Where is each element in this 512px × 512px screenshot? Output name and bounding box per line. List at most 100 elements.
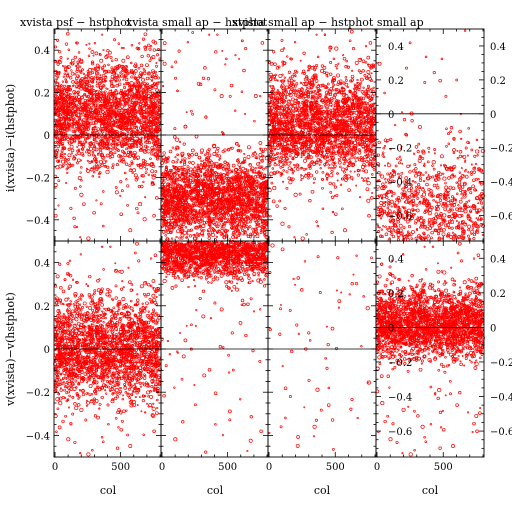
data-point — [199, 178, 203, 182]
data-point — [76, 91, 80, 94]
data-point — [59, 154, 62, 157]
data-point — [230, 210, 235, 215]
data-point — [219, 172, 223, 175]
data-point — [60, 149, 64, 153]
data-point — [234, 109, 237, 112]
data-point — [170, 237, 174, 240]
data-point — [254, 166, 257, 170]
data-point — [185, 111, 188, 114]
data-point — [141, 37, 146, 41]
data-point — [178, 236, 182, 240]
data-point — [72, 216, 76, 220]
data-point — [259, 94, 262, 98]
data-point — [129, 61, 133, 65]
data-point — [241, 166, 245, 171]
data-point — [209, 179, 213, 183]
data-point — [61, 80, 65, 83]
data-point — [217, 172, 220, 176]
data-point — [226, 229, 229, 232]
data-point — [62, 65, 64, 67]
data-point — [57, 179, 61, 183]
data-point — [292, 169, 295, 173]
data-point — [141, 173, 145, 178]
data-point — [97, 164, 102, 169]
data-point — [261, 214, 264, 218]
data-point — [53, 213, 58, 218]
data-point — [94, 159, 98, 163]
data-point — [190, 148, 195, 153]
data-point — [80, 179, 83, 182]
data-point — [126, 132, 130, 135]
data-point — [136, 76, 140, 80]
data-point — [96, 127, 101, 131]
data-point — [100, 163, 104, 167]
data-point — [364, 61, 368, 64]
data-point — [196, 232, 199, 235]
data-point — [158, 108, 162, 112]
data-point — [54, 87, 57, 91]
panel-2-points — [160, 31, 269, 242]
data-point — [54, 74, 58, 77]
data-point — [258, 153, 263, 157]
data-point — [59, 56, 63, 59]
data-point — [244, 190, 247, 193]
data-point — [258, 141, 263, 145]
data-point — [94, 147, 99, 152]
data-point — [240, 196, 244, 200]
data-point — [177, 177, 182, 182]
data-point — [77, 151, 82, 156]
data-point — [141, 163, 145, 167]
data-point — [214, 170, 217, 174]
data-point — [69, 93, 72, 96]
data-point — [183, 124, 188, 129]
data-point — [111, 166, 115, 170]
data-point — [92, 210, 96, 215]
data-point — [63, 156, 66, 159]
data-point — [155, 196, 159, 200]
data-point — [275, 204, 279, 208]
data-point — [217, 229, 220, 232]
data-point — [263, 234, 266, 237]
data-point — [120, 138, 124, 142]
data-point — [174, 148, 178, 151]
data-point — [191, 217, 194, 220]
data-point — [79, 113, 83, 117]
data-point — [176, 158, 179, 161]
data-point — [213, 173, 217, 177]
data-point — [222, 236, 226, 240]
data-point — [237, 162, 242, 167]
data-point — [70, 148, 75, 153]
data-point — [69, 206, 73, 210]
data-point — [150, 152, 154, 156]
data-point — [67, 147, 71, 151]
data-point — [213, 88, 217, 92]
data-point — [228, 238, 232, 241]
data-point — [95, 71, 99, 75]
data-point — [218, 158, 221, 161]
data-point — [86, 148, 89, 151]
data-point — [60, 159, 65, 164]
data-point — [183, 157, 187, 161]
data-point — [204, 170, 208, 173]
data-point — [73, 186, 77, 190]
data-point — [263, 174, 267, 178]
data-point — [137, 102, 141, 105]
data-point — [149, 56, 153, 60]
data-point — [125, 147, 128, 151]
data-point — [235, 142, 239, 146]
data-point — [201, 224, 206, 228]
data-point — [124, 141, 128, 146]
data-point — [65, 167, 69, 171]
data-point — [186, 165, 190, 169]
data-point — [131, 104, 134, 108]
data-point — [142, 180, 145, 184]
data-point — [146, 54, 150, 58]
data-point — [110, 74, 115, 79]
data-point — [92, 142, 96, 146]
data-point — [240, 39, 244, 43]
data-point — [152, 214, 156, 218]
data-point — [206, 77, 211, 81]
data-point — [77, 51, 81, 54]
data-point — [86, 169, 90, 173]
